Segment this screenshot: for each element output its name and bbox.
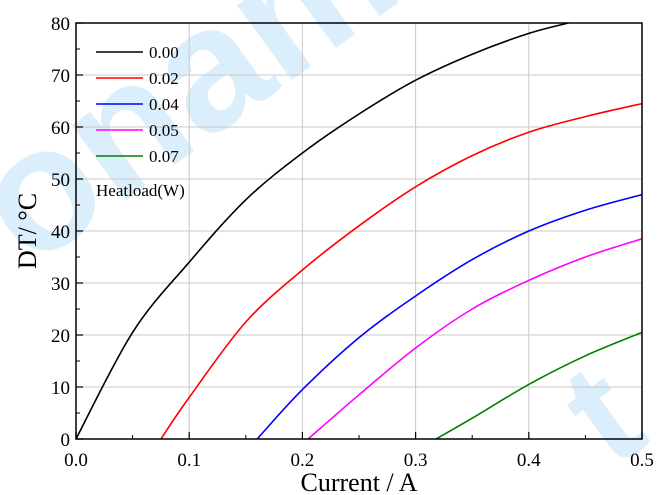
series-line-0.02 — [160, 102, 643, 440]
x-tick-label: 0.1 — [177, 450, 201, 471]
y-tick-label: 80 — [51, 14, 70, 35]
legend-label: 0.05 — [149, 121, 179, 140]
x-tick-label: 0.3 — [404, 450, 428, 471]
series-line-0.05 — [307, 238, 643, 440]
series-lines — [75, 22, 643, 440]
legend: Heatload(W) 0.00 0.02 0.04 0.05 0.07 — [96, 43, 185, 200]
legend-label: 0.04 — [149, 95, 179, 114]
y-tick-label: 30 — [51, 274, 70, 295]
y-tick-label: 60 — [51, 118, 70, 139]
legend-label: 0.02 — [149, 69, 179, 88]
y-tick-label: 70 — [51, 66, 70, 87]
y-tick-label: 0 — [61, 430, 71, 451]
series-line-0.04 — [256, 193, 643, 440]
y-tick-label: 40 — [51, 222, 70, 243]
grid — [76, 23, 642, 439]
y-tick-label: 10 — [51, 378, 70, 399]
x-tick-label: 0.5 — [630, 450, 654, 471]
series-line-0.07 — [435, 331, 643, 440]
series-line-0.00 — [75, 22, 569, 440]
x-tick-label: 0.4 — [517, 450, 541, 471]
legend-label: 0.00 — [149, 43, 179, 62]
x-tick-label: 0.0 — [64, 450, 88, 471]
watermark-text: onamic — [0, 0, 548, 301]
y-axis-title: DT/ °C — [13, 193, 42, 269]
y-tick-label: 50 — [51, 170, 70, 191]
y-tick-label: 20 — [51, 326, 70, 347]
x-axis-title: Current / A — [301, 468, 418, 495]
x-tick-label: 0.2 — [291, 450, 315, 471]
legend-label: 0.07 — [149, 147, 179, 166]
legend-title: Heatload(W) — [96, 181, 185, 200]
axis-ticks: 0.0 0.1 0.2 0.3 0.4 0.5 0 10 20 30 40 50 60 70 80 — [51, 14, 654, 471]
